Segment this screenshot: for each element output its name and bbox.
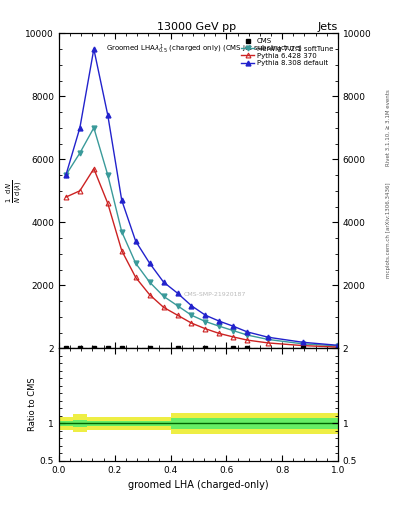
- Pythia 6.428 370: [161, 304, 166, 310]
- Text: Jets: Jets: [318, 22, 338, 32]
- Line: Pythia 8.308 default: Pythia 8.308 default: [64, 47, 340, 348]
- Pythia 8.308 default: [189, 303, 194, 309]
- Pythia 8.308 default: [92, 46, 96, 52]
- Pythia 8.308 default: [245, 329, 250, 335]
- CMS: [231, 345, 236, 351]
- Pythia 6.428 370: [266, 340, 271, 346]
- Herwig 7.2.1 softTune: [119, 229, 124, 235]
- Pythia 6.428 370: [203, 326, 208, 332]
- Pythia 8.308 default: [147, 260, 152, 266]
- Pythia 6.428 370: [189, 320, 194, 326]
- Herwig 7.2.1 softTune: [133, 260, 138, 266]
- Text: mcplots.cern.ch [arXiv:1306.3436]: mcplots.cern.ch [arXiv:1306.3436]: [386, 183, 391, 278]
- Text: Rivet 3.1.10, ≥ 3.1M events: Rivet 3.1.10, ≥ 3.1M events: [386, 90, 391, 166]
- Pythia 6.428 370: [231, 334, 236, 340]
- CMS: [105, 345, 110, 351]
- Pythia 6.428 370: [77, 188, 82, 194]
- CMS: [119, 345, 124, 351]
- Pythia 6.428 370: [175, 312, 180, 318]
- Y-axis label: $\frac{1}{N}\,\frac{\mathrm{d}N}{\mathrm{d}(\lambda)}$: $\frac{1}{N}\,\frac{\mathrm{d}N}{\mathrm…: [4, 179, 24, 203]
- Pythia 6.428 370: [92, 166, 96, 172]
- Pythia 8.308 default: [161, 279, 166, 285]
- Herwig 7.2.1 softTune: [92, 125, 96, 131]
- Line: Herwig 7.2.1 softTune: Herwig 7.2.1 softTune: [64, 125, 340, 348]
- Pythia 6.428 370: [147, 292, 152, 298]
- Herwig 7.2.1 softTune: [64, 172, 68, 178]
- X-axis label: groomed LHA (charged-only): groomed LHA (charged-only): [128, 480, 269, 490]
- CMS: [147, 345, 152, 351]
- Pythia 8.308 default: [119, 197, 124, 203]
- Pythia 8.308 default: [266, 334, 271, 340]
- Pythia 6.428 370: [301, 343, 305, 349]
- Text: CMS-SMP-21920187: CMS-SMP-21920187: [184, 292, 246, 297]
- CMS: [245, 345, 250, 351]
- Herwig 7.2.1 softTune: [301, 341, 305, 347]
- Line: CMS: CMS: [64, 346, 305, 350]
- Herwig 7.2.1 softTune: [266, 336, 271, 343]
- Pythia 6.428 370: [336, 344, 340, 350]
- Herwig 7.2.1 softTune: [217, 323, 222, 329]
- Pythia 6.428 370: [133, 274, 138, 281]
- Pythia 8.308 default: [301, 339, 305, 346]
- Pythia 8.308 default: [133, 238, 138, 244]
- Pythia 8.308 default: [217, 318, 222, 324]
- CMS: [92, 345, 96, 351]
- Herwig 7.2.1 softTune: [105, 172, 110, 178]
- Pythia 6.428 370: [217, 330, 222, 336]
- Pythia 6.428 370: [245, 337, 250, 343]
- Herwig 7.2.1 softTune: [175, 303, 180, 309]
- Pythia 8.308 default: [336, 342, 340, 348]
- Y-axis label: Ratio to CMS: Ratio to CMS: [28, 378, 37, 431]
- CMS: [77, 345, 82, 351]
- Text: 13000 GeV pp: 13000 GeV pp: [157, 22, 236, 32]
- Legend: CMS, Herwig 7.2.1 softTune, Pythia 6.428 370, Pythia 8.308 default: CMS, Herwig 7.2.1 softTune, Pythia 6.428…: [240, 37, 334, 68]
- Herwig 7.2.1 softTune: [161, 293, 166, 300]
- Pythia 8.308 default: [64, 172, 68, 178]
- Herwig 7.2.1 softTune: [77, 150, 82, 156]
- Herwig 7.2.1 softTune: [245, 332, 250, 338]
- Herwig 7.2.1 softTune: [189, 312, 194, 318]
- Text: Groomed LHA$\lambda^{1}_{0.5}$ (charged only) (CMS jet substructure): Groomed LHA$\lambda^{1}_{0.5}$ (charged …: [106, 42, 302, 56]
- Herwig 7.2.1 softTune: [336, 343, 340, 349]
- Pythia 6.428 370: [105, 200, 110, 206]
- Pythia 6.428 370: [119, 248, 124, 254]
- CMS: [301, 345, 305, 351]
- Pythia 8.308 default: [231, 323, 236, 329]
- Pythia 8.308 default: [77, 125, 82, 131]
- Pythia 8.308 default: [203, 312, 208, 318]
- Pythia 8.308 default: [175, 290, 180, 296]
- Line: Pythia 6.428 370: Pythia 6.428 370: [64, 166, 340, 350]
- Pythia 6.428 370: [64, 194, 68, 200]
- Herwig 7.2.1 softTune: [147, 279, 152, 285]
- Herwig 7.2.1 softTune: [203, 318, 208, 325]
- CMS: [175, 345, 180, 351]
- CMS: [64, 345, 68, 351]
- CMS: [203, 345, 208, 351]
- Pythia 8.308 default: [105, 112, 110, 118]
- Herwig 7.2.1 softTune: [231, 328, 236, 334]
